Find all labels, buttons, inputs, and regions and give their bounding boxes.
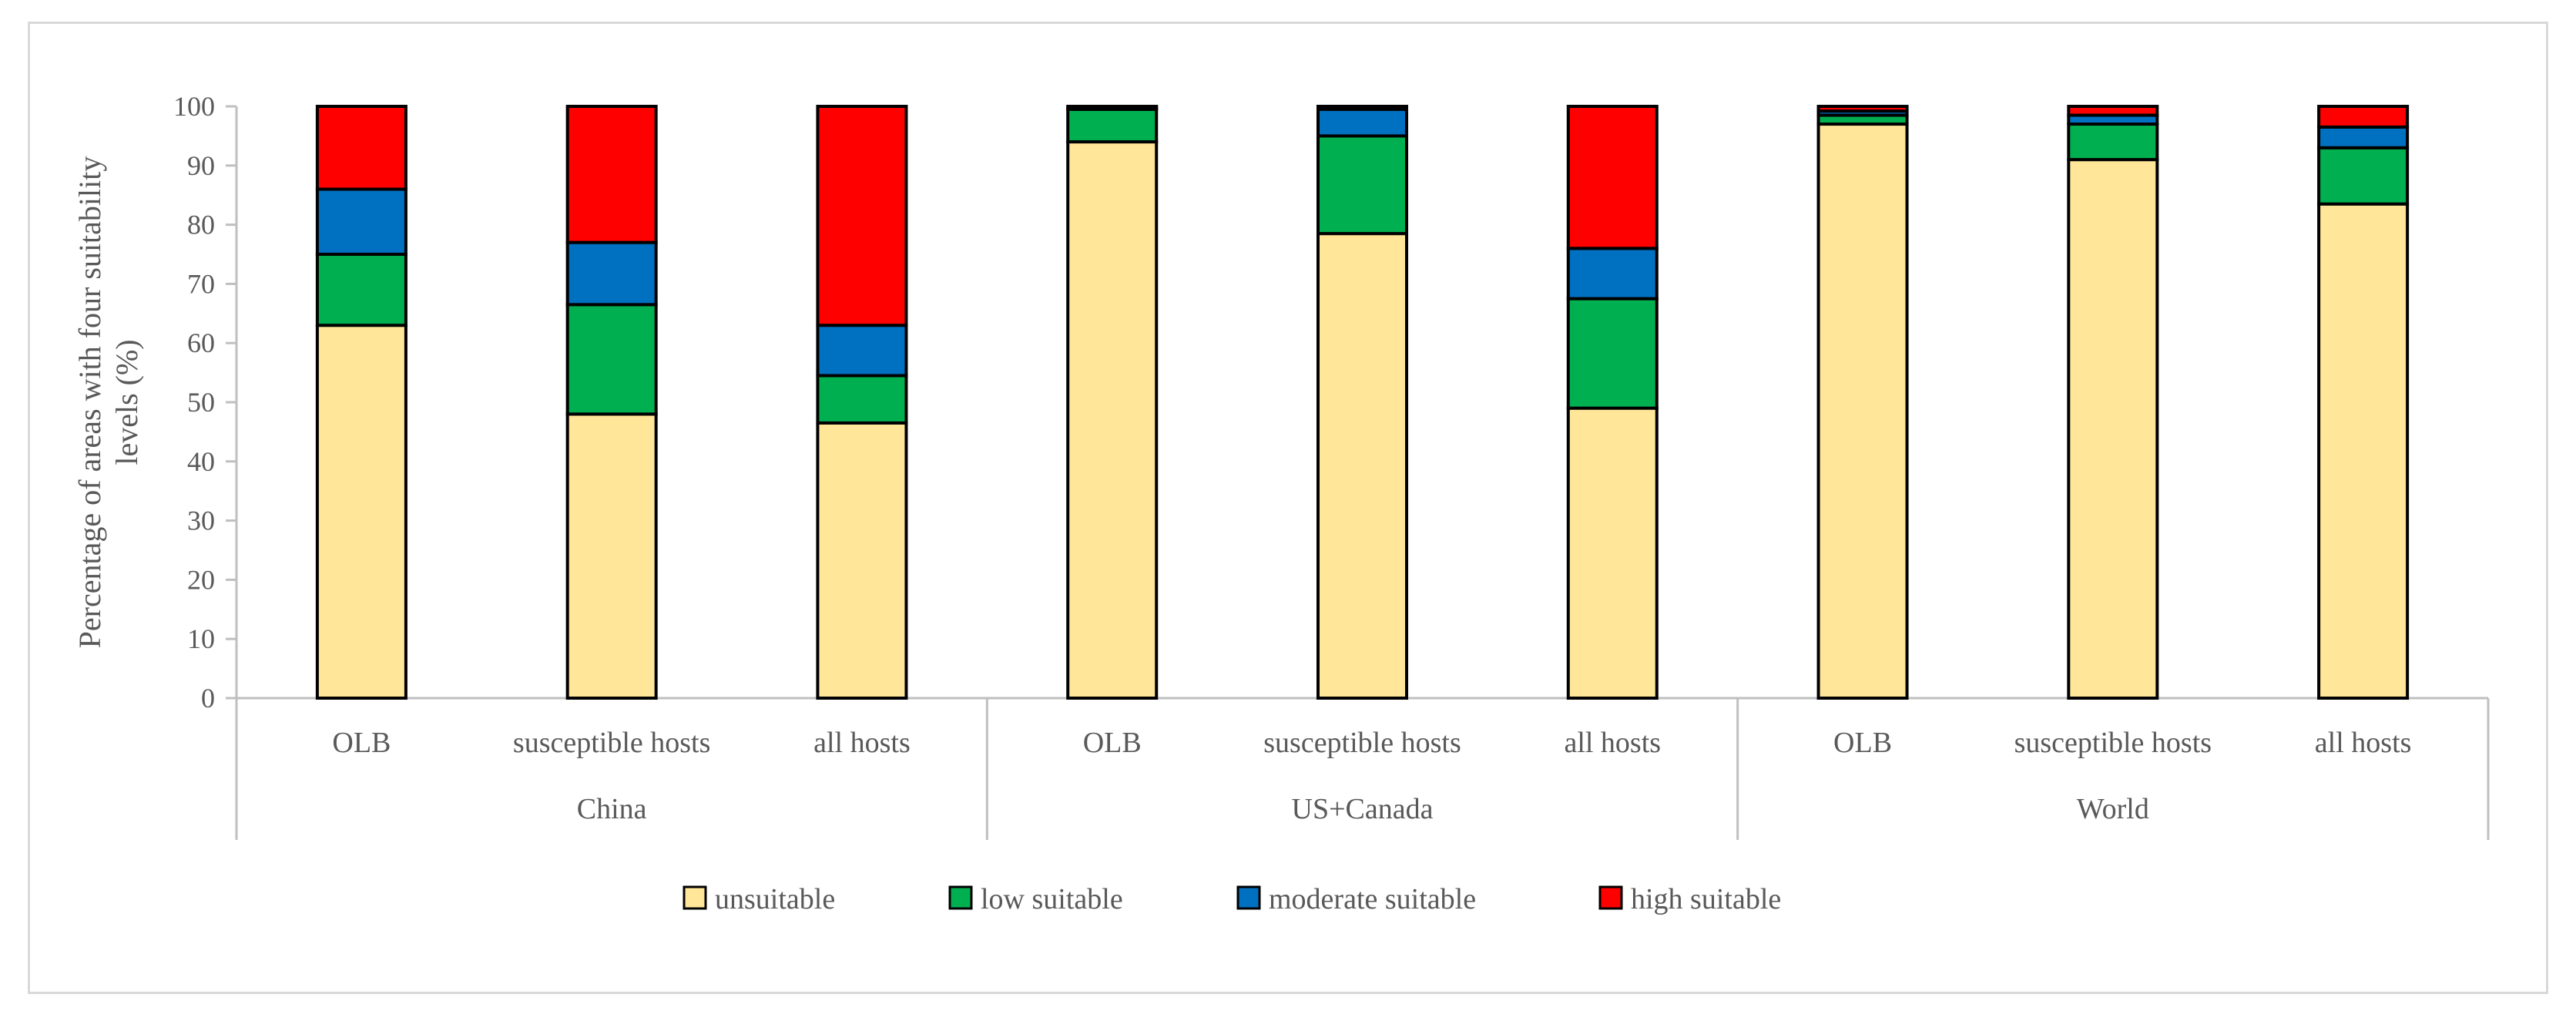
legend-swatch-unsuitable xyxy=(683,885,707,910)
y-axis-title-line: levels (%) xyxy=(109,339,144,465)
group-label: China xyxy=(577,793,647,825)
bar-segment-high-suitable xyxy=(565,105,658,244)
bar-segment-unsuitable xyxy=(2317,202,2410,700)
bar-segment-low-suitable xyxy=(565,303,658,416)
y-tick-label: 100 xyxy=(173,91,215,122)
category-label: susceptible hosts xyxy=(513,727,710,759)
bar-segment-low-suitable xyxy=(816,374,908,425)
y-tick-label: 70 xyxy=(187,268,215,299)
group-label: World xyxy=(2077,793,2149,825)
bar-segment-high-suitable xyxy=(1317,105,1408,111)
y-tick-label: 60 xyxy=(187,327,215,358)
bar-segment-high-suitable xyxy=(2317,105,2410,129)
category-label: OLB xyxy=(1833,727,1892,759)
category-label: OLB xyxy=(332,727,391,759)
bar-segment-unsuitable xyxy=(1066,140,1159,700)
category-labels: China US+Canada World OLB susceptible hosts a… xyxy=(332,727,2411,825)
bar-segment-low-suitable xyxy=(2067,123,2159,162)
y-tick-label: 80 xyxy=(187,210,215,240)
bar-segment-unsuitable xyxy=(1317,232,1408,700)
bar-segment-unsuitable xyxy=(1566,406,1659,700)
legend: unsuitable low suitable moderate suitable h… xyxy=(683,883,1781,915)
y-axis-title: Percentage of areas with four suitabilit… xyxy=(72,156,144,649)
y-ticks: 0 10 20 30 40 50 60 70 80 90 100 xyxy=(173,91,236,714)
y-tick-label: 20 xyxy=(187,564,215,595)
legend-label: unsuitable xyxy=(715,883,835,915)
bar-segment-low-suitable xyxy=(1317,134,1408,236)
bar-segment-moderate-suitable xyxy=(1566,247,1659,301)
bar-segment-low-suitable xyxy=(1566,297,1659,410)
category-label: OLB xyxy=(1083,727,1142,759)
bar-segment-moderate-suitable xyxy=(565,240,658,307)
legend-swatch-moderate-suitable xyxy=(1236,885,1261,910)
y-tick-label: 30 xyxy=(187,505,215,536)
bar-segment-unsuitable xyxy=(2067,158,2159,700)
legend-swatch-high-suitable xyxy=(1598,885,1623,910)
bar-segment-moderate-suitable xyxy=(816,324,908,378)
legend-swatch-low-suitable xyxy=(948,885,973,910)
bar-segment-unsuitable xyxy=(315,324,408,700)
bar-segment-moderate-suitable xyxy=(315,187,408,257)
category-label: all hosts xyxy=(1564,727,1661,759)
bar-segment-high-suitable xyxy=(1816,105,1909,113)
legend-label: moderate suitable xyxy=(1269,883,1476,915)
bar-segment-low-suitable xyxy=(315,253,408,327)
y-tick-label: 40 xyxy=(187,446,215,477)
y-axis-label: Percentage of areas with four suitabilit… xyxy=(72,156,144,649)
bar-segment-high-suitable xyxy=(315,105,408,191)
bar-segment-unsuitable xyxy=(565,412,658,700)
bar-segment-high-suitable xyxy=(1066,105,1159,109)
group-label: US+Canada xyxy=(1292,793,1434,825)
bar-segment-unsuitable xyxy=(1816,123,1909,700)
bar-segment-low-suitable xyxy=(1066,107,1159,144)
category-label: all hosts xyxy=(813,727,911,759)
bar-segment-high-suitable xyxy=(2067,105,2159,117)
bar-segment-unsuitable xyxy=(816,421,908,700)
category-label: all hosts xyxy=(2315,727,2412,759)
y-tick-label: 50 xyxy=(187,387,215,418)
bar-segment-high-suitable xyxy=(1566,105,1659,250)
bar-segment-low-suitable xyxy=(2317,146,2410,206)
bar-segment-high-suitable xyxy=(816,105,908,327)
category-label: susceptible hosts xyxy=(1263,727,1461,759)
y-tick-label: 0 xyxy=(201,683,215,714)
bars xyxy=(315,105,2410,700)
bar-segment-moderate-suitable xyxy=(2317,125,2410,149)
legend-label: low suitable xyxy=(981,883,1123,915)
legend-label: high suitable xyxy=(1631,883,1781,915)
y-tick-label: 10 xyxy=(187,623,215,654)
y-axis-title-line: Percentage of areas with four suitabilit… xyxy=(72,156,107,649)
y-tick-label: 90 xyxy=(187,150,215,181)
category-label: susceptible hosts xyxy=(2014,727,2212,759)
bar-segment-moderate-suitable xyxy=(1317,107,1408,138)
